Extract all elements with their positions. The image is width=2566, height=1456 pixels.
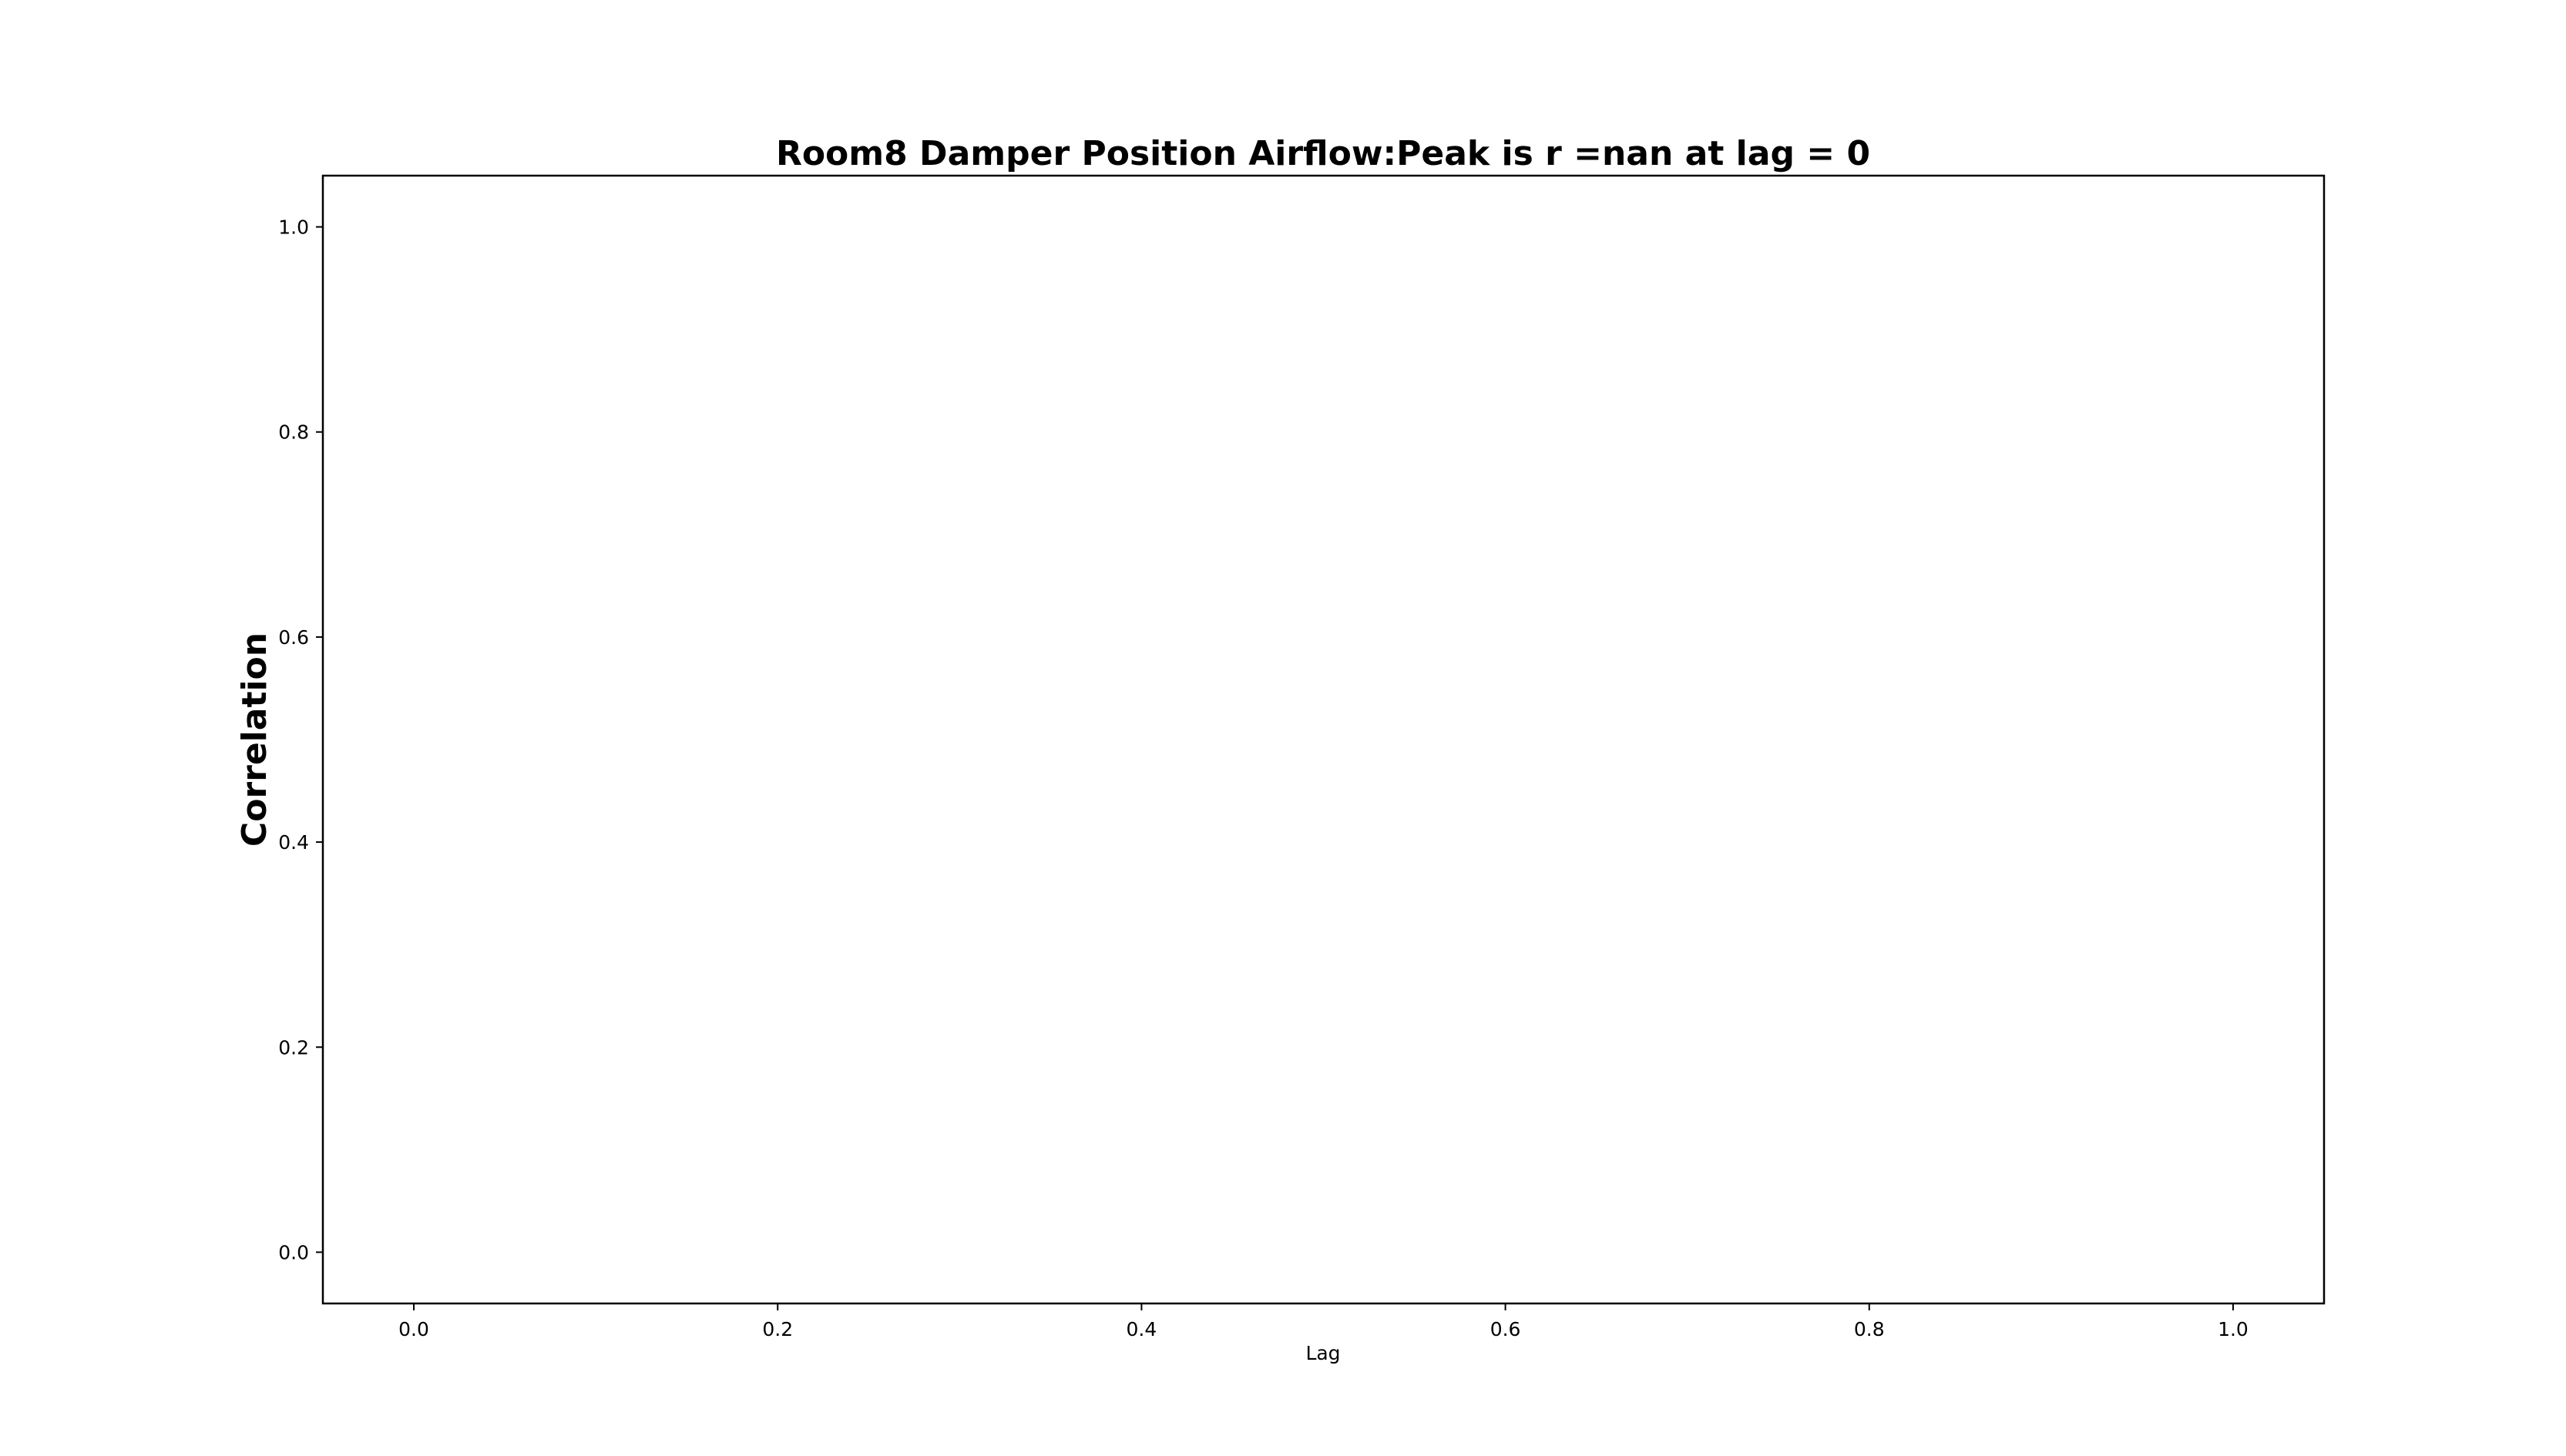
x-tick-label: 0.4 bbox=[1127, 1318, 1157, 1340]
x-axis-ticks: 0.0 0.2 0.4 0.6 0.8 1.0 bbox=[398, 1303, 2249, 1340]
x-axis-label: Lag bbox=[1305, 1342, 1340, 1364]
y-axis-ticks: 0.0 0.2 0.4 0.6 0.8 1.0 bbox=[278, 216, 323, 1263]
y-axis-label: Correlation bbox=[235, 632, 274, 847]
y-tick-label: 0.2 bbox=[278, 1036, 309, 1058]
y-tick-label: 0.8 bbox=[278, 421, 309, 444]
x-tick-label: 1.0 bbox=[2218, 1318, 2249, 1340]
plot-area bbox=[321, 174, 2326, 1305]
chart-title: Room8 Damper Position Airflow:Peak is r … bbox=[776, 134, 1870, 173]
x-tick-label: 0.2 bbox=[762, 1318, 793, 1340]
x-tick-label: 0.6 bbox=[1490, 1318, 1521, 1340]
x-tick-label: 0.0 bbox=[398, 1318, 429, 1340]
y-tick-label: 0.6 bbox=[278, 626, 309, 649]
y-tick-label: 1.0 bbox=[278, 216, 309, 239]
y-tick-label: 0.4 bbox=[278, 831, 309, 854]
x-tick-label: 0.8 bbox=[1854, 1318, 1885, 1340]
y-tick-label: 0.0 bbox=[278, 1241, 309, 1263]
